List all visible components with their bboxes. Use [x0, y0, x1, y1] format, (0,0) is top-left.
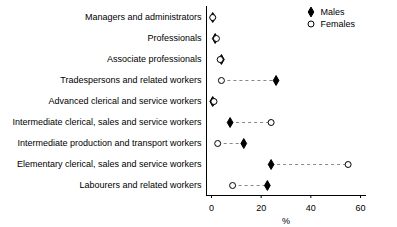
svg-text:Elementary clerical, sales and: Elementary clerical, sales and service w…: [17, 159, 202, 169]
html-text:Females: Females: [320, 19, 355, 29]
svg-text:40: 40: [306, 203, 316, 213]
svg-text:20: 20: [256, 203, 266, 213]
svg-text:Advanced clerical and service: Advanced clerical and service workers: [48, 96, 202, 106]
svg-text:Tradespersons and related work: Tradespersons and related workers: [60, 75, 202, 85]
svg-text:Labourers and related workers: Labourers and related workers: [79, 180, 202, 190]
svg-text:Professionals: Professionals: [147, 33, 202, 43]
html-text:Males: Males: [320, 7, 345, 17]
svg-text:%: %: [282, 216, 290, 226]
svg-text:0: 0: [209, 203, 214, 213]
svg-text:Intermediate clerical, sales a: Intermediate clerical, sales and service…: [12, 117, 202, 127]
svg-text:Intermediate production and tr: Intermediate production and transport wo…: [17, 138, 202, 148]
svg-text:Associate professionals: Associate professionals: [107, 54, 202, 64]
svg-text:Managers and administrators: Managers and administrators: [85, 12, 202, 22]
svg-text:60: 60: [356, 203, 366, 213]
